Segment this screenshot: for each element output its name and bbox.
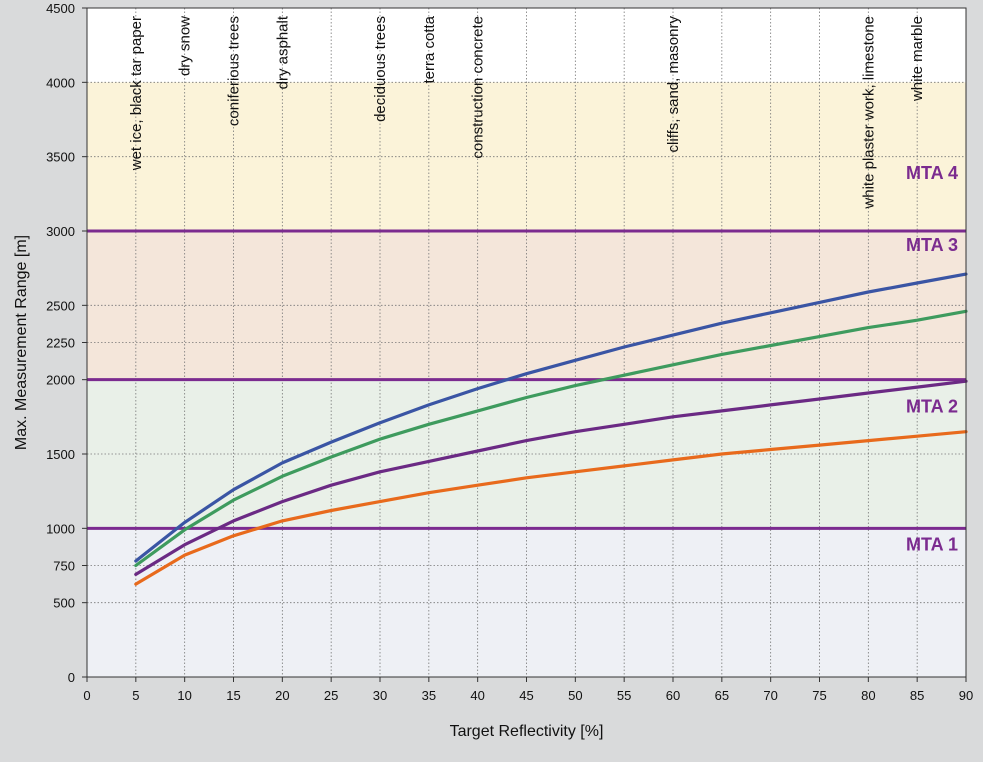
x-tick-label: 65	[715, 688, 729, 703]
surface-label: construction concrete	[470, 16, 487, 159]
axis-ticks: 0 5 10 15 20 25 30 35 40 45 50 55 60 65 70 75 80 85 90 0 500…	[46, 1, 973, 703]
x-tick-label: 55	[617, 688, 631, 703]
surface-label: white plaster work, limestone	[860, 16, 877, 210]
y-axis-title: Max. Measurement Range [m]	[13, 235, 30, 450]
surface-label: dry asphalt	[274, 15, 291, 89]
x-tick-label: 45	[519, 688, 533, 703]
x-tick-label: 15	[226, 688, 240, 703]
y-tick-label: 2500	[46, 298, 75, 313]
series-lines	[134, 272, 968, 586]
mta-zones	[87, 8, 966, 677]
mta-labels: MTA 1 MTA 2 MTA 3 MTA 4	[906, 163, 958, 554]
x-tick-label: 10	[177, 688, 191, 703]
mta-zone-label: MTA 1	[906, 534, 958, 554]
x-tick-label: 70	[763, 688, 777, 703]
x-tick-label: 80	[861, 688, 875, 703]
y-tick-label: 4000	[46, 75, 75, 90]
y-tick-label: 750	[53, 559, 75, 574]
surface-labels: wet ice, black tar paper dry snow coniferi…	[128, 15, 926, 209]
plot-frame	[86, 7, 967, 678]
x-tick-label: 25	[324, 688, 338, 703]
x-tick-label: 30	[373, 688, 387, 703]
mta-zone-label: MTA 2	[906, 397, 958, 417]
mta-zone-label: MTA 4	[906, 163, 958, 183]
surface-label: cliffs, sand, masonry	[665, 16, 682, 153]
x-tick-label: 60	[666, 688, 680, 703]
series-line	[134, 309, 968, 568]
y-tick-label: 2250	[46, 336, 75, 351]
mta-boundaries	[87, 229, 966, 530]
series-line	[134, 272, 968, 563]
surface-label: terra cotta	[421, 15, 438, 83]
x-tick-label: 90	[959, 688, 973, 703]
x-tick-label: 50	[568, 688, 582, 703]
x-tick-label: 20	[275, 688, 289, 703]
x-axis-title: Target Reflectivity [%]	[450, 723, 604, 740]
x-tick-label: 75	[812, 688, 826, 703]
x-tick-label: 0	[83, 688, 90, 703]
surface-label: coniferious trees	[226, 16, 243, 126]
y-tick-label: 500	[53, 596, 75, 611]
series-line	[134, 430, 968, 586]
mta-zone-label: MTA 3	[906, 235, 958, 255]
x-tick-label: 40	[470, 688, 484, 703]
series-line	[134, 379, 968, 577]
surface-label: deciduous trees	[372, 16, 389, 122]
y-tick-label: 1000	[46, 521, 75, 536]
surface-label: white marble	[909, 16, 926, 102]
y-tick-label: 3500	[46, 150, 75, 165]
y-tick-label: 1500	[46, 447, 75, 462]
y-tick-label: 4500	[46, 1, 75, 16]
x-tick-label: 5	[132, 688, 139, 703]
surface-label: dry snow	[177, 16, 194, 76]
x-tick-label: 35	[422, 688, 436, 703]
x-tick-label: 85	[910, 688, 924, 703]
y-tick-label: 3000	[46, 224, 75, 239]
surface-label: wet ice, black tar paper	[128, 16, 145, 171]
y-tick-label: 0	[68, 670, 75, 685]
y-tick-label: 2000	[46, 373, 75, 388]
